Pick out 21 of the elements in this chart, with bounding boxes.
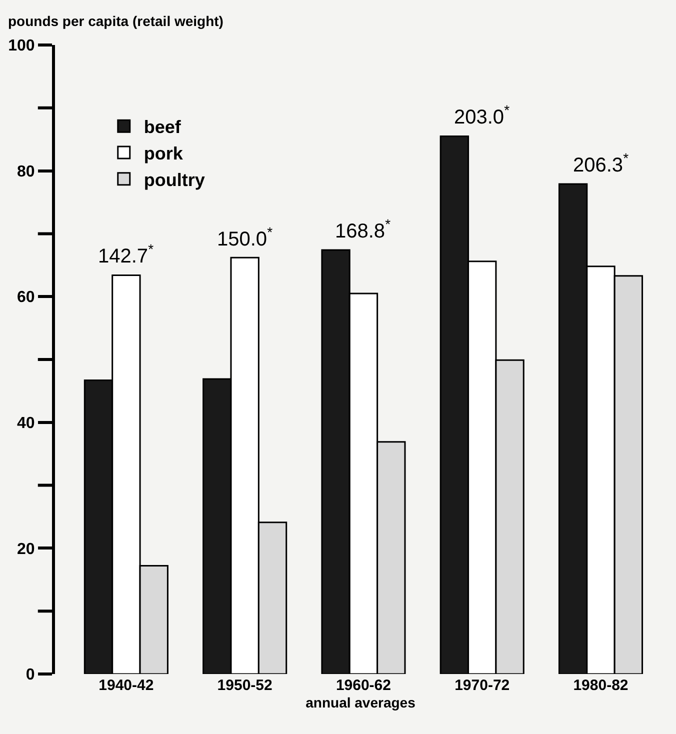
y-tick-label: 40	[17, 415, 35, 432]
y-tick-label: 80	[17, 163, 35, 180]
annotation: 142.7$^{*}$	[98, 241, 154, 268]
x-tick-label: 1970-72	[454, 677, 510, 694]
annotation: 203.0$^{*}$	[454, 102, 510, 128]
y-axis-title: pounds per capita (retail weight)	[8, 13, 224, 29]
annotation: 206.3$^{*}$	[573, 150, 630, 176]
legend-label: beef	[144, 117, 182, 138]
x-axis-title: annual averages	[306, 694, 416, 710]
x-tick-label: 1940-42	[98, 677, 154, 694]
y-tick-label: 60	[17, 289, 35, 306]
legend-label: poultry	[144, 170, 205, 190]
annotation: 168.8$^{*}$	[335, 216, 392, 242]
legend-label: pork	[144, 144, 184, 164]
annotation: 150.0$^{*}$	[217, 224, 274, 250]
y-tick-label: 0	[26, 666, 35, 684]
x-tick-label: 1980-82	[573, 677, 628, 694]
y-tick-label: 20	[17, 540, 35, 558]
y-tick-label: 100	[8, 38, 35, 55]
x-tick-label: 1960-62	[336, 677, 391, 694]
x-tick-label: 1950-52	[217, 677, 272, 694]
